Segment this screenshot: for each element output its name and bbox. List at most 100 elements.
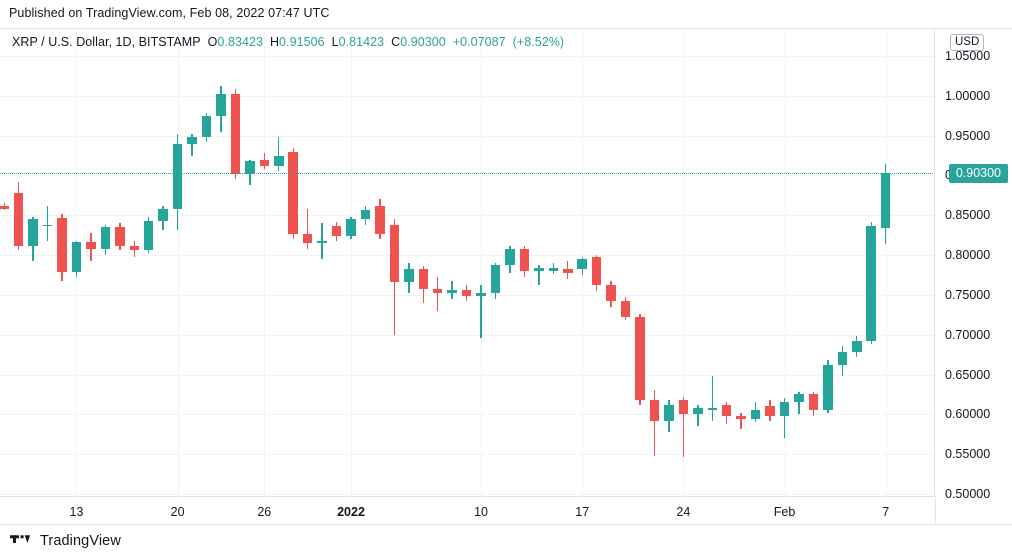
grid-line-horizontal — [0, 374, 934, 376]
candle-body — [721, 404, 732, 416]
candle-body — [606, 285, 616, 302]
grid-line-horizontal — [0, 255, 934, 257]
candle-body — [172, 143, 183, 209]
candle-body — [548, 267, 559, 271]
candle-body — [678, 400, 689, 415]
candle-body — [866, 226, 876, 342]
candle-body — [259, 159, 270, 166]
grid-line-vertical — [351, 29, 352, 497]
legend-open-label: O — [207, 35, 218, 49]
candle-body — [129, 245, 140, 251]
time-axis-tick: 10 — [474, 505, 489, 519]
candle-body — [201, 115, 212, 138]
legend-high-value: 0.91506 — [279, 35, 325, 49]
chart-legend: XRP / U.S. Dollar, 1D, BITSTAMP O0.83423 H… — [12, 35, 564, 49]
candle-body — [57, 218, 67, 272]
grid-line-horizontal — [0, 215, 934, 217]
candle-body — [750, 409, 761, 420]
time-axis-tick: 20 — [170, 505, 185, 519]
footer-branding: TradingView — [10, 531, 121, 551]
candle-body — [649, 400, 660, 421]
tradingview-wordmark: TradingView — [40, 533, 121, 549]
candle-body — [86, 242, 96, 249]
time-axis-tick: 24 — [676, 505, 691, 519]
grid-line-vertical — [178, 29, 179, 497]
candle-body — [28, 219, 38, 246]
published-banner: Published on TradingView.com, Feb 08, 20… — [9, 6, 330, 20]
candle-body — [274, 155, 284, 166]
time-axis-tick: 17 — [575, 505, 590, 519]
legend-open-value: 0.83423 — [217, 35, 263, 49]
candle-body — [808, 394, 819, 410]
grid-line-vertical — [886, 29, 887, 497]
candle-body — [13, 192, 24, 246]
grid-line-vertical — [683, 29, 684, 497]
legend-low-value: 0.81423 — [338, 35, 385, 49]
candle-body — [158, 208, 168, 221]
candle-body — [288, 151, 298, 235]
time-axis[interactable]: 13 20 26 2022 10 17 24 Feb 7 — [0, 498, 1012, 525]
candle-body — [765, 406, 775, 416]
candle-body — [837, 352, 848, 365]
candle-body — [823, 364, 833, 410]
legend-symbol[interactable]: XRP / U.S. Dollar, 1D, BITSTAMP — [12, 35, 201, 49]
chart-pane[interactable]: XRP / U.S. Dollar, 1D, BITSTAMP O0.83423 H… — [0, 29, 935, 497]
candle-wick — [278, 137, 280, 172]
current-price-tag: 0.90300 — [948, 163, 1008, 183]
candle-body — [71, 242, 82, 272]
candle-wick — [306, 208, 309, 249]
candle-body — [100, 227, 111, 249]
candle-body — [736, 415, 746, 420]
candle-body — [505, 248, 515, 265]
time-axis-tick: 13 — [69, 505, 84, 519]
candle-wick — [740, 412, 742, 429]
time-axis-tick: 2022 — [337, 505, 365, 519]
candle-body — [563, 269, 573, 273]
candle-body — [115, 227, 125, 246]
candle-body — [187, 137, 197, 144]
candle-wick — [682, 396, 685, 458]
legend-change: +0.07087 — [452, 35, 506, 49]
price-axis-tick: 0.50000 — [945, 487, 991, 501]
grid-line-horizontal — [0, 95, 934, 97]
candle-wick — [798, 392, 800, 415]
legend-high-label: H — [269, 35, 280, 49]
candle-body — [331, 226, 342, 236]
tradingview-logo-icon — [10, 531, 33, 551]
grid-line-horizontal — [0, 334, 934, 336]
candle-body — [779, 402, 790, 416]
candle-body — [519, 248, 530, 272]
grid-line-horizontal — [0, 414, 934, 416]
candle-body — [534, 267, 544, 271]
price-axis-tick: 1.00000 — [945, 88, 991, 103]
legend-low-label: L — [331, 35, 339, 49]
candle-body — [490, 264, 501, 294]
candle-body — [591, 256, 602, 286]
legend-close-value: 0.90300 — [400, 35, 446, 49]
candle-body — [143, 220, 154, 251]
candle-body — [389, 224, 400, 283]
legend-close-label: C — [391, 35, 401, 49]
grid-line-horizontal — [0, 56, 934, 57]
price-axis-tick: 0.85000 — [945, 208, 991, 223]
candle-wick — [480, 285, 482, 338]
candle-body — [245, 161, 255, 174]
price-axis-tick: 1.05000 — [945, 49, 991, 63]
candle-body — [693, 407, 703, 415]
candle-body — [447, 290, 457, 294]
candle-body — [852, 341, 862, 353]
price-axis-tick: 0.95000 — [945, 128, 991, 143]
price-axis-tick: 0.65000 — [945, 367, 991, 382]
candle-body — [230, 94, 241, 174]
time-axis-tick: Feb — [773, 505, 796, 519]
candle-body — [461, 290, 472, 297]
price-axis-tick: 0.80000 — [945, 248, 991, 263]
currency-badge[interactable]: USD — [950, 34, 985, 51]
price-axis-tick: 0.75000 — [945, 287, 991, 302]
candle-wick — [451, 280, 453, 299]
candle-body — [346, 219, 356, 236]
price-axis[interactable]: USD 0.90300 1.050001.000000.950000.90000… — [936, 29, 1012, 500]
candle-wick — [437, 277, 439, 311]
candle-body — [375, 205, 385, 235]
